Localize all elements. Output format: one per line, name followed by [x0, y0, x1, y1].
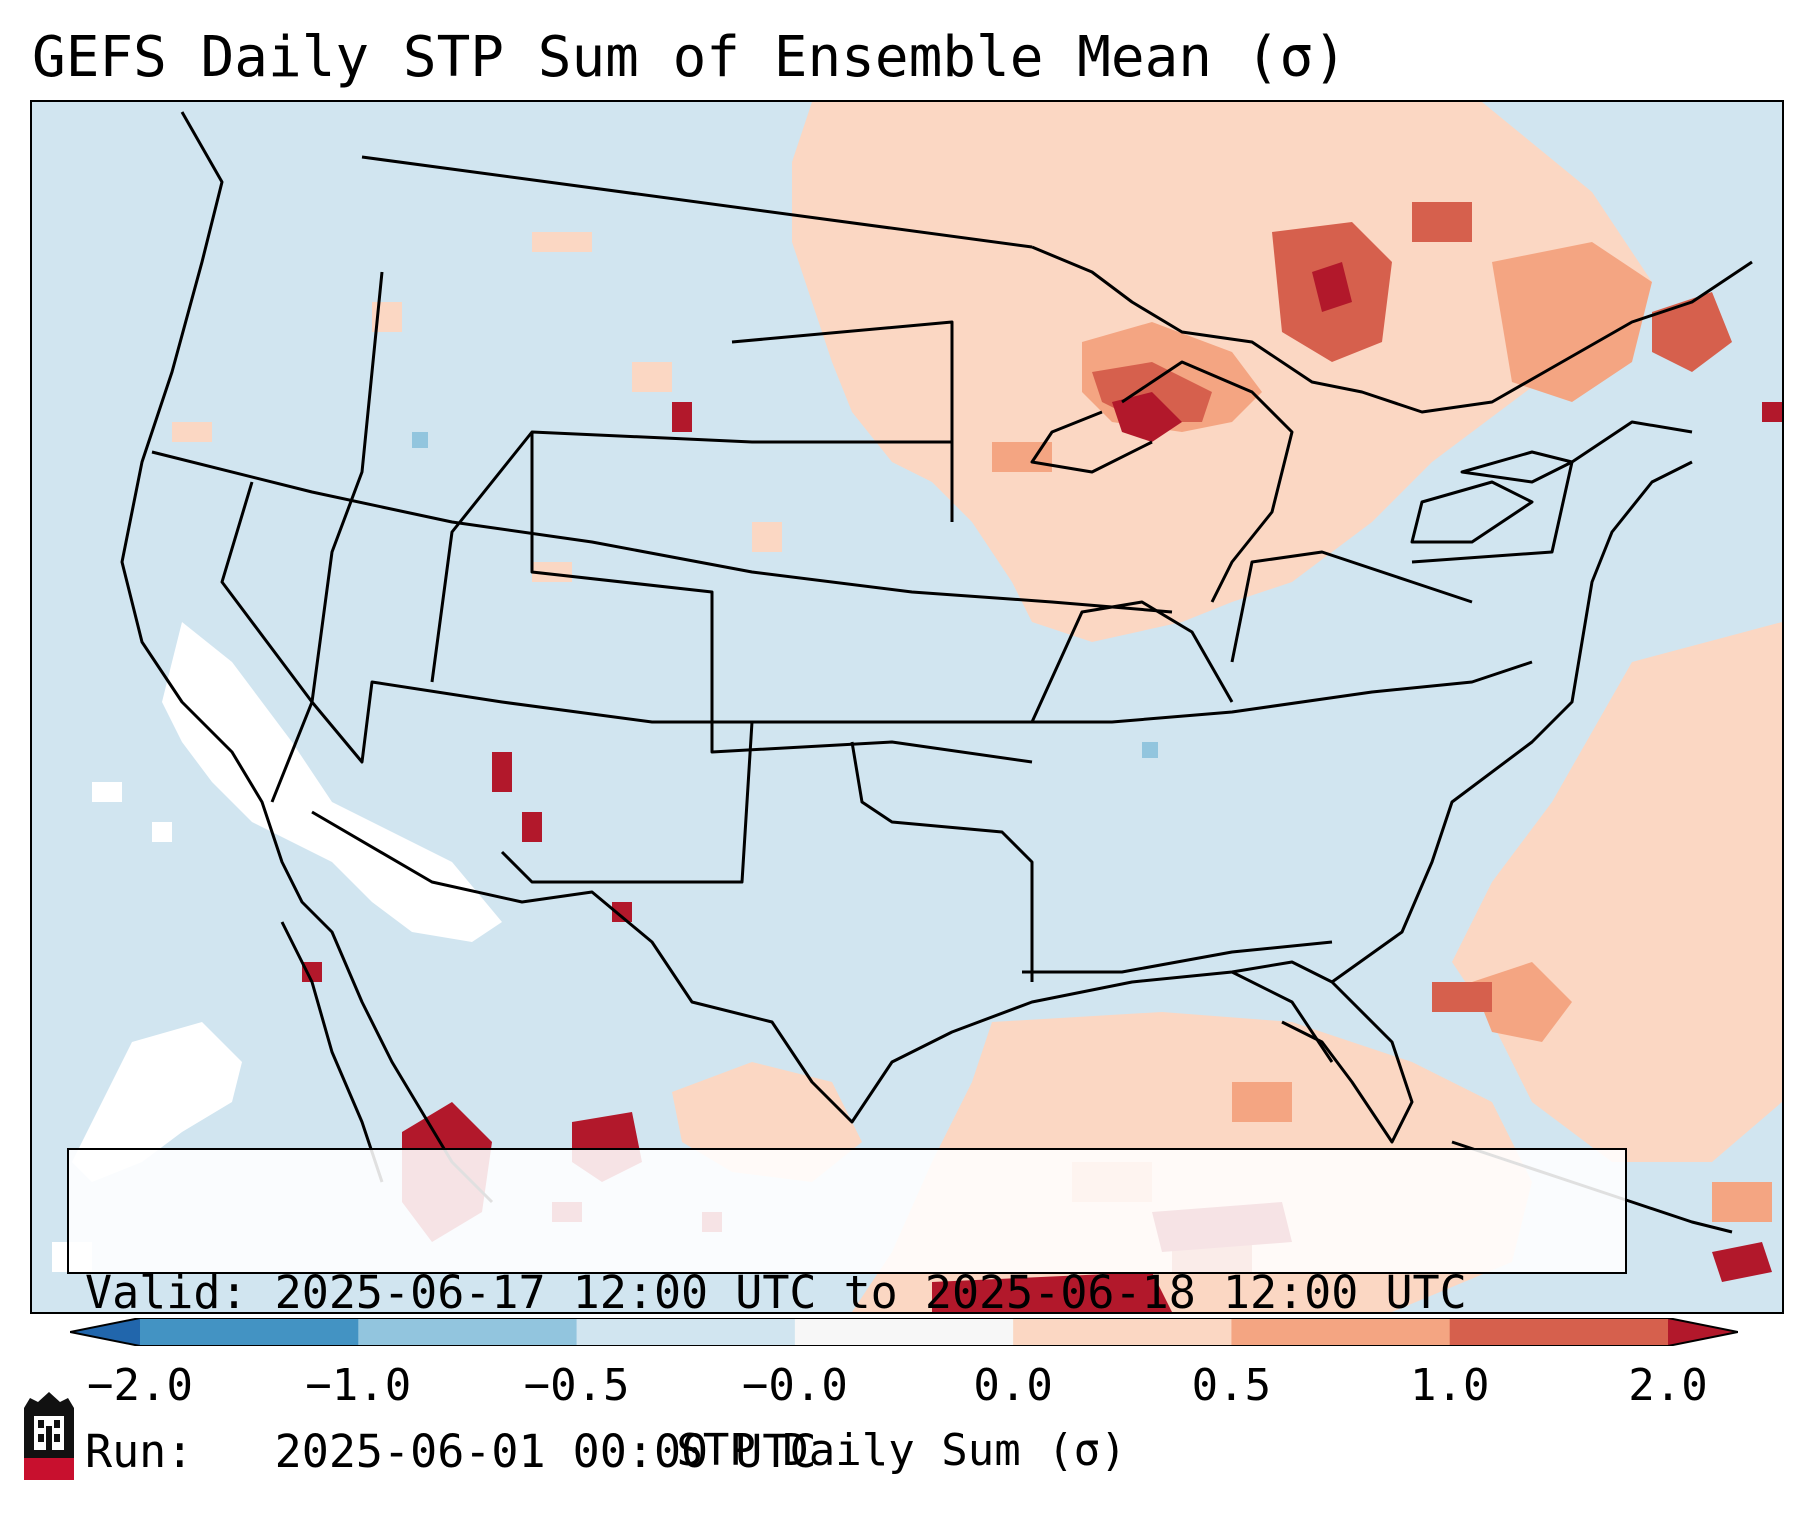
state-line-1 — [270, 271, 384, 803]
colorbar-tick-label: 0.0 — [973, 1360, 1053, 1411]
map-borders — [120, 111, 1753, 1234]
atlantic-coast — [1331, 460, 1693, 984]
state-line-2 — [151, 450, 1173, 614]
colorbar-segment — [1013, 1318, 1232, 1346]
us-canada-border — [361, 155, 1033, 249]
colorbar-segment — [1231, 1318, 1451, 1346]
valid-label: Valid: — [85, 1266, 248, 1319]
valid-run-info-box: Valid: 2025-06-17 12:00 UTC to 2025-06-1… — [67, 1148, 1627, 1478]
colorbar-tick-label: 1.0 — [1409, 1360, 1490, 1411]
colorbar-tick-label: −1.0 — [305, 1360, 412, 1411]
baja-peninsula — [280, 921, 384, 1183]
colorbar-tick-label: −0.5 — [523, 1360, 630, 1411]
lake-michigan — [1121, 360, 1294, 603]
state-line-11 — [1230, 550, 1473, 663]
florida — [1231, 970, 1334, 1063]
colorbar-label: STP Daily Sum (σ) — [676, 1425, 1127, 1476]
run-label: Run: — [85, 1425, 194, 1478]
map-panel — [30, 100, 1784, 1314]
colorbar-tick-label: 0.5 — [1191, 1360, 1272, 1411]
colorbar-svg — [69, 1317, 1739, 1347]
border-east — [1031, 245, 1753, 414]
negative-specks — [412, 432, 1158, 758]
colorbar-extend-high — [1668, 1318, 1738, 1346]
colorbar-ticks: −2.0 −1.0 −0.5 −0.0 0.0 0.5 1.0 2.0 — [0, 1360, 1803, 1420]
state-line-8 — [850, 741, 1034, 982]
niu-logo-svg — [24, 1392, 74, 1480]
state-line-6 — [731, 320, 954, 522]
niu-logo — [20, 1388, 78, 1483]
gulf-coast — [311, 810, 1414, 1144]
colorbar-segment — [140, 1318, 359, 1346]
west-coastline — [120, 111, 494, 1204]
colorbar-segment — [358, 1318, 578, 1346]
colorbar-tick-label: −0.0 — [741, 1360, 848, 1411]
lake-erie — [1410, 480, 1534, 544]
chart-title: GEFS Daily STP Sum of Ensemble Mean (σ) — [32, 25, 1347, 90]
lake-ontario — [1460, 450, 1574, 484]
colorbar-segment — [794, 1318, 1014, 1346]
colorbar — [69, 1317, 1739, 1347]
colorbar-tick-label: 2.0 — [1628, 1360, 1708, 1411]
map-svg — [32, 102, 1782, 1312]
colorbar-tick-label: −2.0 — [87, 1360, 193, 1411]
state-line-5 — [430, 430, 952, 683]
valid-row: Valid: 2025-06-17 12:00 UTC to 2025-06-1… — [85, 1266, 1609, 1319]
state-line-7 — [500, 721, 754, 884]
colorbar-segment — [1449, 1318, 1669, 1346]
colorbar-extend-low — [70, 1318, 140, 1346]
lake-superior — [1030, 410, 1153, 474]
valid-value: 2025-06-17 12:00 UTC to 2025-06-18 12:00… — [274, 1266, 1467, 1319]
state-line-9 — [1022, 940, 1333, 974]
state-line-4 — [530, 432, 1033, 764]
run-value: 2025-06-01 00:00 UTC — [274, 1425, 817, 1478]
run-row: Run: 2025-06-01 00:00 UTC — [85, 1425, 1609, 1478]
colorbar-segment — [576, 1318, 796, 1346]
state-line-10 — [1030, 600, 1234, 723]
